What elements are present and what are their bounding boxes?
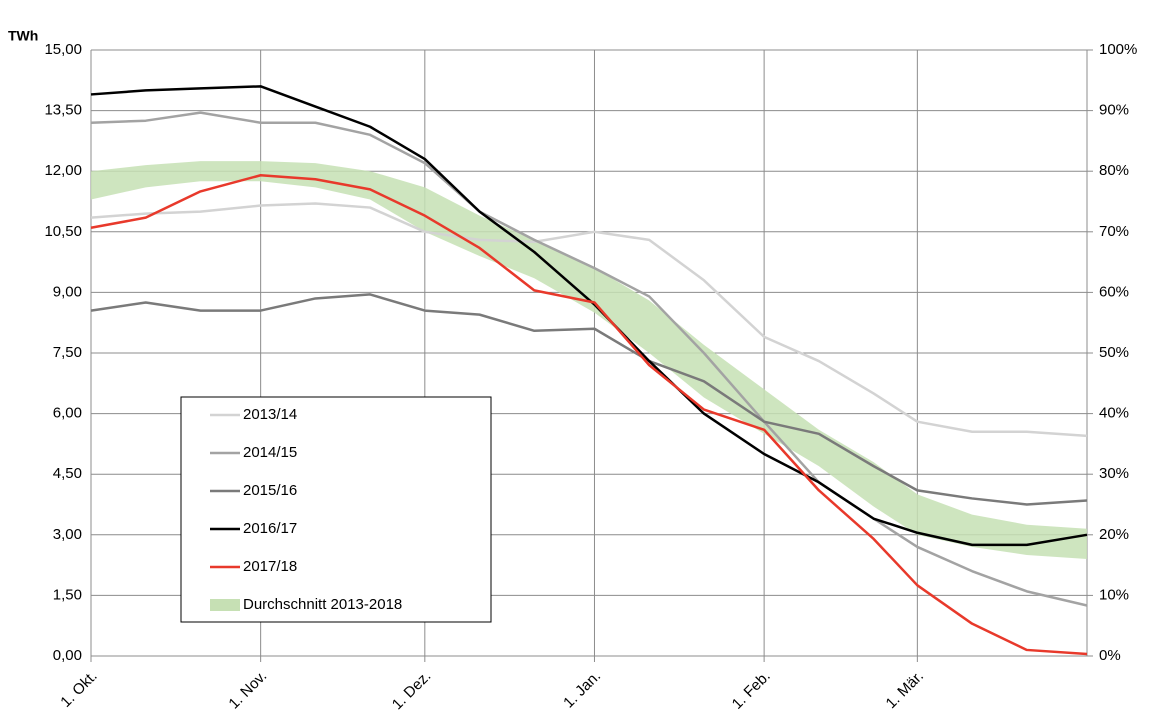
legend-label: 2015/16 xyxy=(243,482,297,499)
series-line xyxy=(90,85,1088,547)
y-tick-label: 13,50 xyxy=(44,102,82,119)
y2-tick-label: 100% xyxy=(1099,41,1137,58)
x-tick-label: 1. Jan. xyxy=(560,668,604,712)
legend: 2013/14 2014/15 2015/16 2016/17 2017/18 Durch… xyxy=(180,396,492,623)
series-line xyxy=(90,111,1088,607)
y2-tick-label: 60% xyxy=(1099,283,1129,300)
y-tick-label: 7,50 xyxy=(53,344,82,361)
band-area xyxy=(91,161,1087,560)
y-tick-label: 3,00 xyxy=(53,526,82,543)
y2-tick-label: 30% xyxy=(1099,465,1129,482)
y-tick-label: 15,00 xyxy=(44,41,82,58)
series-line xyxy=(90,293,1088,506)
y2-tick-label: 90% xyxy=(1099,102,1129,119)
legend-swatch xyxy=(210,599,240,611)
x-tick-label: 1. Nov. xyxy=(225,668,270,713)
y-tick-label: 9,00 xyxy=(53,283,82,300)
legend-label: 2013/14 xyxy=(243,406,297,423)
series-line xyxy=(90,202,1088,438)
y-tick-label: 10,50 xyxy=(44,223,82,240)
legend-label: 2017/18 xyxy=(243,558,297,575)
y-tick-label: 1,50 xyxy=(53,586,82,603)
y-tick-label: 4,50 xyxy=(53,465,82,482)
legend-label: Durchschnitt 2013-2018 xyxy=(243,596,402,613)
y-axis-unit: TWh xyxy=(8,28,38,44)
y2-tick-label: 50% xyxy=(1099,344,1129,361)
x-tick-label: 1. Dez. xyxy=(389,668,435,714)
x-tick-label: 1. Okt. xyxy=(57,668,100,711)
y2-tick-label: 10% xyxy=(1099,586,1129,603)
y-tick-label: 6,00 xyxy=(53,405,82,422)
x-tick-label: 1. Mär. xyxy=(883,668,927,712)
y2-tick-label: 20% xyxy=(1099,526,1129,543)
legend-label: 2014/15 xyxy=(243,444,297,461)
legend-box xyxy=(180,396,492,623)
series-line xyxy=(90,173,1088,656)
x-tick-label: 1. Feb. xyxy=(729,668,774,713)
y2-tick-label: 70% xyxy=(1099,223,1129,240)
y-tick-label: 12,00 xyxy=(44,162,82,179)
y-tick-label: 0,00 xyxy=(53,647,82,664)
y2-tick-label: 80% xyxy=(1099,162,1129,179)
y2-tick-label: 40% xyxy=(1099,405,1129,422)
legend-label: 2016/17 xyxy=(243,520,297,537)
y2-tick-label: 0% xyxy=(1099,647,1121,664)
